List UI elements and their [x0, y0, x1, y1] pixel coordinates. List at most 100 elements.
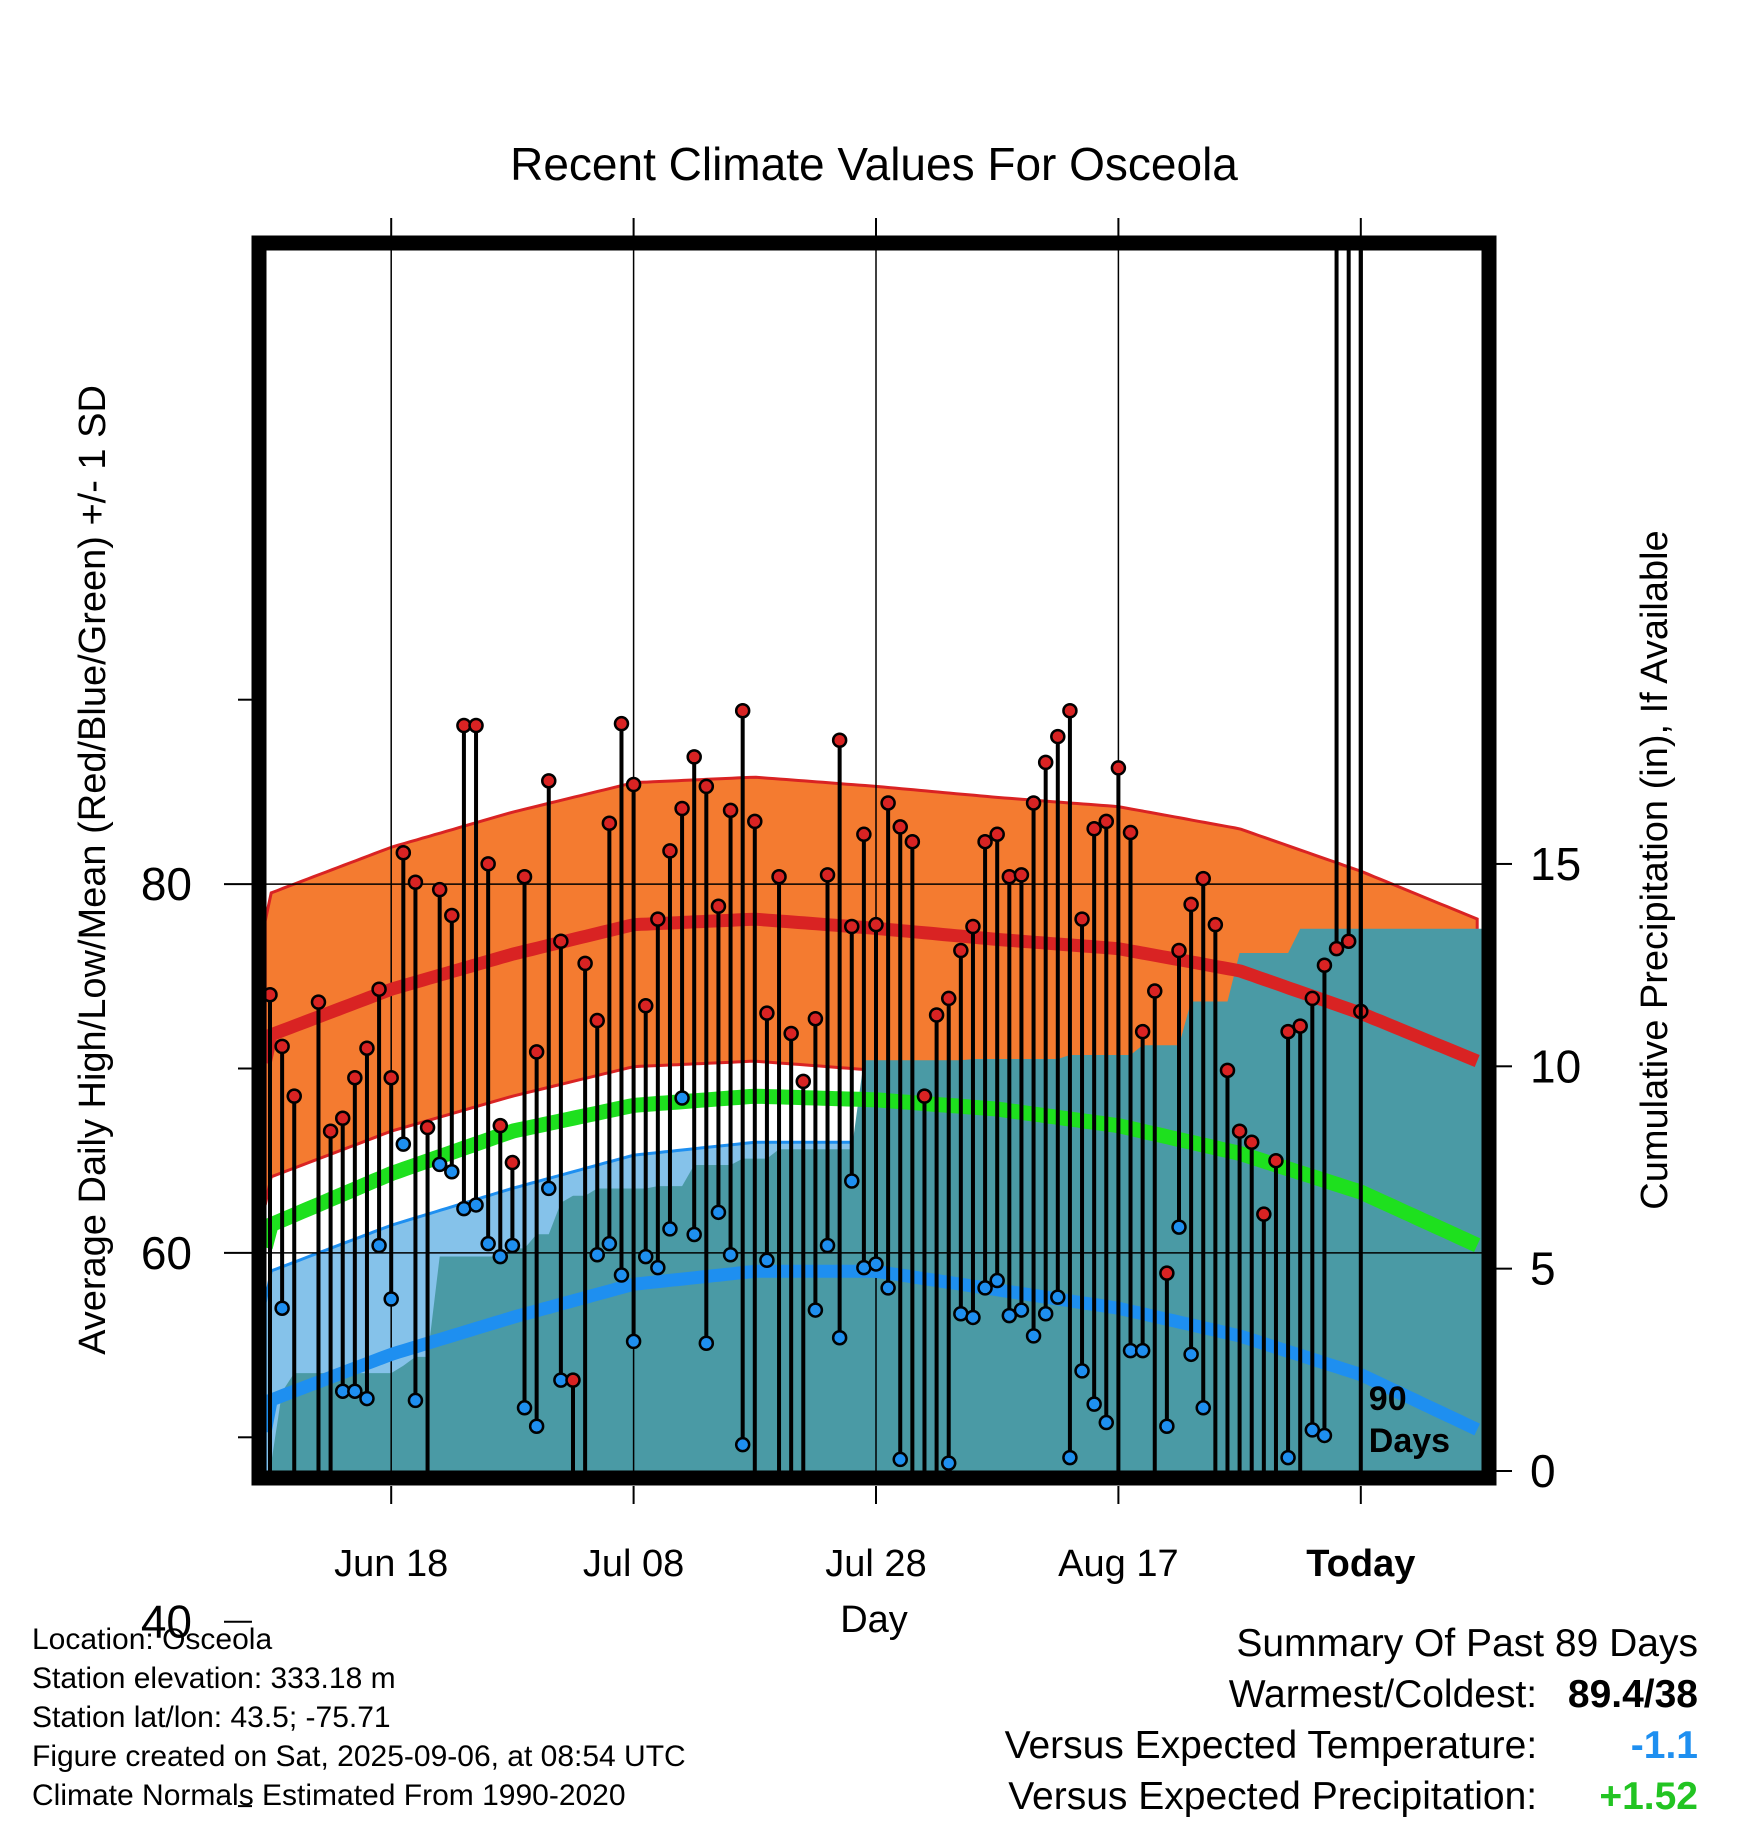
high-point — [286, 1088, 302, 1104]
high-point — [371, 981, 387, 997]
high-point — [747, 813, 763, 830]
high-point — [625, 776, 642, 793]
high-point — [577, 955, 593, 972]
low-point — [868, 1256, 884, 1272]
low-point — [1025, 1328, 1042, 1344]
low-point — [1098, 1414, 1115, 1431]
high-point — [734, 703, 751, 719]
low-point — [395, 1136, 412, 1152]
low-point — [1159, 1418, 1175, 1434]
low-point — [989, 1272, 1005, 1289]
high-point — [928, 1007, 945, 1023]
low-point — [1294, 1486, 1307, 1499]
low-point — [892, 1451, 908, 1468]
high-point — [431, 881, 448, 898]
high-point — [953, 942, 969, 959]
low-point — [288, 1490, 301, 1503]
latlon-text: Station lat/lon: 43.5; -75.71 — [32, 1701, 391, 1734]
high-point — [1098, 813, 1115, 830]
low-point — [722, 1246, 739, 1263]
high-point — [722, 802, 739, 819]
high-point — [1195, 870, 1211, 887]
high-point — [492, 1117, 509, 1134]
high-point — [1243, 1134, 1260, 1151]
low-point — [930, 1527, 943, 1540]
low-point — [710, 1204, 727, 1221]
high-point — [880, 795, 896, 811]
high-point — [1159, 1265, 1175, 1281]
y2-tick-label: 5 — [1530, 1243, 1556, 1295]
high-point — [1074, 911, 1090, 927]
high-point — [419, 1119, 436, 1136]
created-text: Figure created on Sat, 2025-09-06, at 08… — [32, 1740, 686, 1773]
low-point — [1086, 1396, 1102, 1412]
x-tick-label: Jul 08 — [583, 1543, 684, 1585]
low-point — [589, 1246, 605, 1263]
high-point — [1280, 1023, 1296, 1040]
y2-tick-label: 0 — [1530, 1445, 1556, 1497]
summary-heading: Summary Of Past 89 Days — [1236, 1622, 1698, 1665]
high-point — [1231, 1123, 1248, 1139]
low-point — [1134, 1342, 1151, 1359]
summary-warmest-row: Warmest/Coldest: 89.4/38 — [1005, 1669, 1698, 1720]
low-point — [1354, 0, 1367, 7]
high-point — [1183, 896, 1199, 913]
today-days-number: 90 — [1369, 1380, 1407, 1418]
low-point — [773, 1484, 786, 1497]
low-point — [444, 1164, 460, 1180]
low-point — [797, 1503, 810, 1516]
high-point — [710, 898, 727, 914]
high-point — [807, 1010, 824, 1027]
high-point — [1025, 795, 1042, 811]
low-point — [1330, 0, 1343, 7]
high-point — [565, 1372, 581, 1388]
high-point — [310, 994, 327, 1010]
high-point — [819, 867, 836, 883]
low-point — [1269, 1580, 1282, 1593]
location-text: Location: Osceola — [32, 1623, 273, 1656]
low-point — [807, 1302, 824, 1318]
low-point — [1195, 1400, 1211, 1416]
low-point — [698, 1335, 715, 1352]
low-point — [1148, 1492, 1161, 1505]
y2-axis-label: Cumulative Precipitation (in), If Availa… — [1634, 530, 1676, 1209]
low-point — [1050, 1289, 1066, 1305]
low-point — [637, 1248, 654, 1265]
high-point — [322, 1123, 339, 1139]
warmest-value: 89.4/38 — [1567, 1673, 1698, 1716]
high-point — [300, 1495, 313, 1508]
elevation-text: Station elevation: 333.18 m — [32, 1662, 396, 1695]
high-point — [868, 916, 884, 933]
low-point — [686, 1226, 702, 1243]
low-point — [468, 1197, 484, 1213]
high-point — [504, 1154, 521, 1171]
y2-tick-label: 15 — [1530, 838, 1581, 890]
high-point — [541, 773, 557, 789]
today-days-word: Days — [1369, 1422, 1450, 1460]
high-point — [1086, 821, 1102, 837]
low-point — [1013, 1302, 1030, 1318]
high-point — [783, 1025, 799, 1042]
low-point — [844, 1173, 860, 1189]
low-point — [734, 1436, 751, 1453]
high-point — [637, 998, 654, 1014]
high-point — [1134, 1023, 1151, 1040]
high-point — [1013, 867, 1030, 883]
high-point — [444, 907, 460, 924]
low-point — [1304, 1422, 1321, 1438]
precip-value: +1.52 — [1599, 1775, 1698, 1818]
low-point — [579, 1493, 592, 1506]
high-point — [1110, 760, 1127, 776]
low-point — [492, 1248, 509, 1265]
low-point — [567, 1503, 580, 1516]
low-point — [613, 1267, 630, 1283]
high-point — [1207, 916, 1224, 933]
low-point — [1316, 1427, 1333, 1444]
high-point — [674, 800, 690, 817]
low-point — [1221, 1604, 1234, 1617]
high-point — [940, 990, 957, 1007]
high-point — [795, 1073, 812, 1090]
low-point — [480, 1235, 496, 1252]
low-point — [1209, 1549, 1222, 1562]
high-point — [334, 1110, 351, 1127]
